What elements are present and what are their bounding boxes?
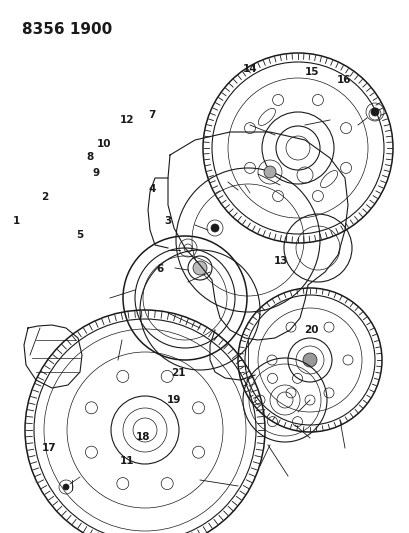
- Circle shape: [63, 484, 69, 490]
- Text: 8356 1900: 8356 1900: [22, 22, 112, 37]
- Circle shape: [211, 224, 218, 232]
- Text: 7: 7: [148, 110, 155, 119]
- Circle shape: [370, 108, 378, 116]
- Text: 8: 8: [86, 152, 94, 162]
- Text: 2: 2: [41, 192, 49, 202]
- Text: 10: 10: [97, 139, 112, 149]
- Text: 19: 19: [166, 395, 181, 405]
- Circle shape: [193, 261, 207, 275]
- Text: 6: 6: [156, 264, 163, 274]
- Circle shape: [263, 166, 275, 178]
- Text: 17: 17: [42, 443, 56, 453]
- Circle shape: [302, 353, 316, 367]
- Text: 21: 21: [171, 368, 185, 378]
- Text: 20: 20: [303, 326, 318, 335]
- Text: 5: 5: [76, 230, 83, 239]
- Text: 14: 14: [242, 64, 257, 74]
- Text: 11: 11: [119, 456, 134, 466]
- Text: 13: 13: [273, 256, 288, 266]
- Text: 9: 9: [92, 168, 100, 178]
- Text: 15: 15: [303, 67, 318, 77]
- Text: 4: 4: [148, 184, 155, 194]
- Text: 3: 3: [164, 216, 171, 226]
- Text: 12: 12: [119, 115, 134, 125]
- Text: 16: 16: [336, 75, 351, 85]
- Text: 1: 1: [13, 216, 20, 226]
- Text: 18: 18: [136, 432, 151, 442]
